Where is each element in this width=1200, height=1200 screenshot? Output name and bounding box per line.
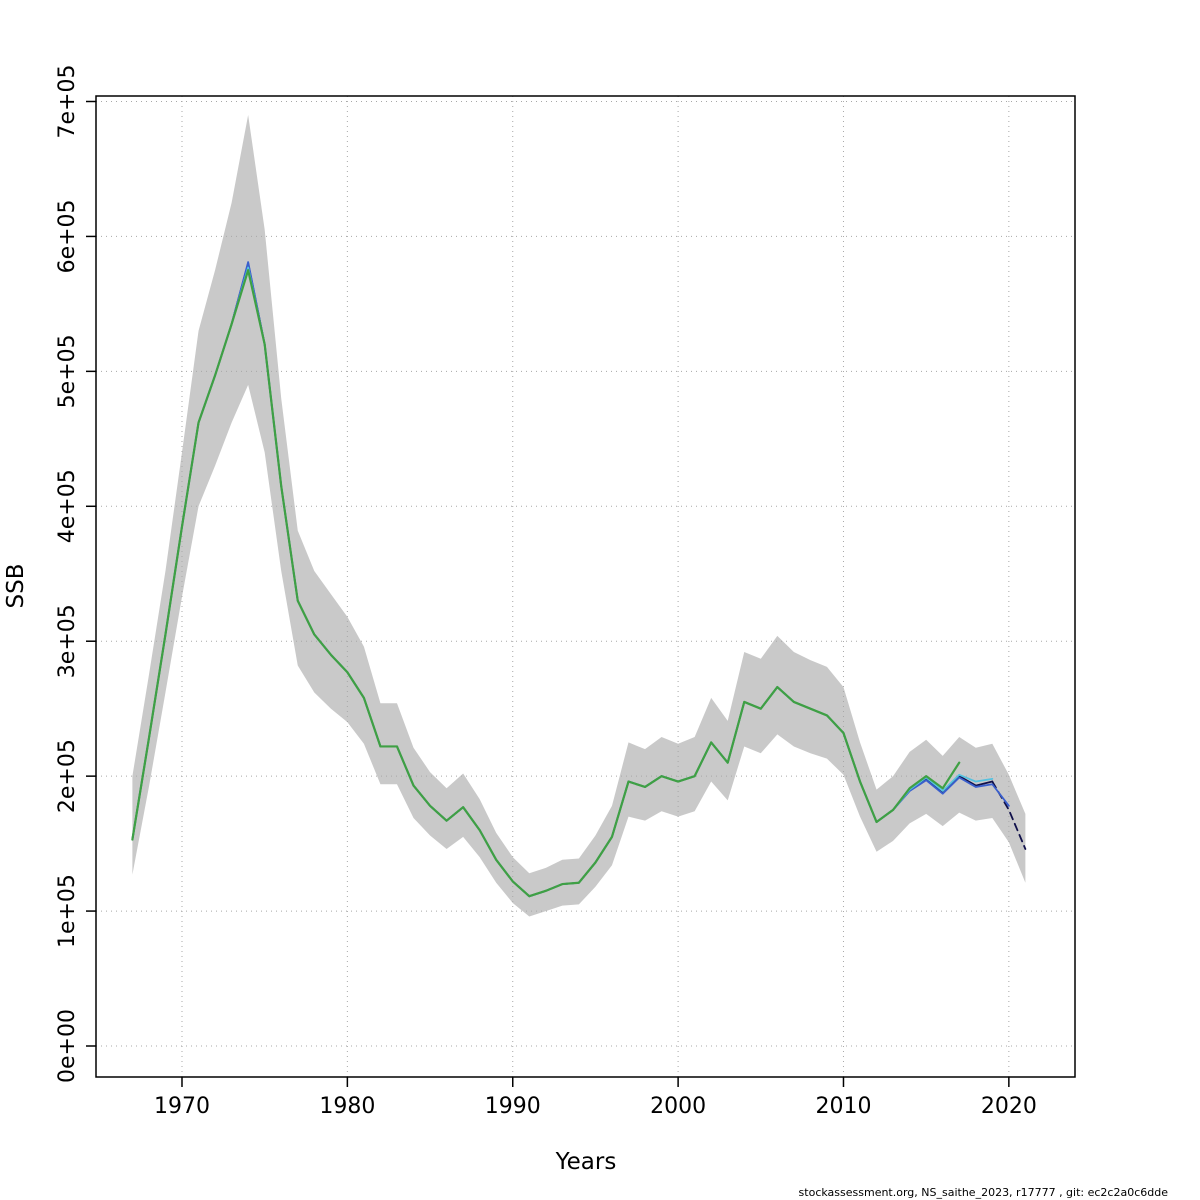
confidence-band [132,114,1026,917]
series-current-assessment [991,780,1027,850]
x-tick-label: 2000 [650,1094,706,1119]
y-tick-label: 0e+00 [55,1009,80,1083]
y-tick-label: 2e+05 [55,739,80,813]
plot-frame [95,95,1076,1078]
y-tick-label: 1e+05 [55,874,80,948]
series-retro-run-green [131,269,961,898]
x-axis-title: Years [555,1149,617,1175]
x-tick-label: 1970 [154,1094,210,1119]
source-caption: stockassessment.org, NS_saithe_2023, r17… [798,1186,1168,1199]
x-tick-label: 1980 [319,1094,375,1119]
x-tick-label: 1990 [485,1094,541,1119]
y-tick-label: 4e+05 [55,469,80,543]
y-tick-label: 3e+05 [55,604,80,678]
y-axis-title: SSB [3,563,29,609]
x-tick-label: 2010 [815,1094,871,1119]
y-tick-label: 6e+05 [55,199,80,273]
y-tick-label: 7e+05 [55,65,80,139]
x-tick-label: 2020 [981,1094,1037,1119]
y-tick-label: 5e+05 [55,334,80,408]
